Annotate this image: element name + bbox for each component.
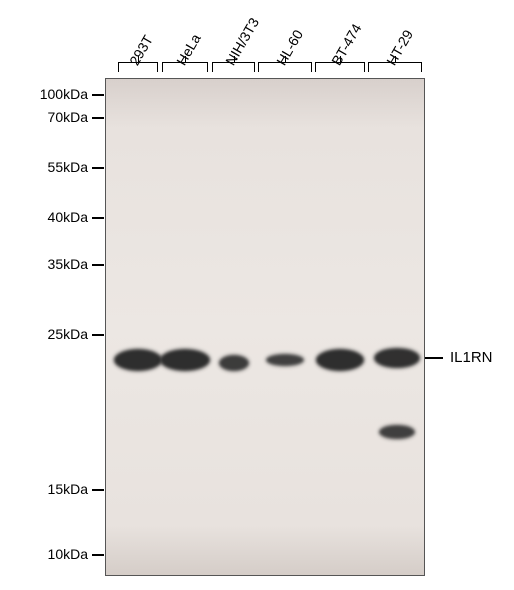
mw-tick [92,489,104,491]
mw-label: 70kDa [48,109,88,125]
mw-tick [92,94,104,96]
protein-tick [425,357,443,359]
lane-label: NIH/3T3 [222,15,262,68]
mw-tick [92,167,104,169]
blot-band [114,349,162,371]
figure-container: 100kDa 70kDa 55kDa 40kDa 35kDa 25kDa 15kDa 10kD… [0,0,514,590]
mw-label: 15kDa [48,481,88,497]
mw-tick [92,264,104,266]
mw-tick [92,117,104,119]
blot-band [219,355,249,371]
blot-band [266,354,304,366]
mw-label: 35kDa [48,256,88,272]
mw-label: 55kDa [48,159,88,175]
blot-band [160,349,210,371]
mw-label: 100kDa [40,86,88,102]
blot-band [316,349,364,371]
blot-membrane [106,79,424,575]
mw-tick [92,334,104,336]
mw-label: 25kDa [48,326,88,342]
blot-band [374,348,420,368]
protein-label: IL1RN [450,349,493,366]
mw-label: 40kDa [48,209,88,225]
mw-tick [92,554,104,556]
mw-tick [92,217,104,219]
lane-label: BT-474 [328,21,364,68]
blot-band [379,425,415,439]
mw-label: 10kDa [48,546,88,562]
blot-box [105,78,425,576]
